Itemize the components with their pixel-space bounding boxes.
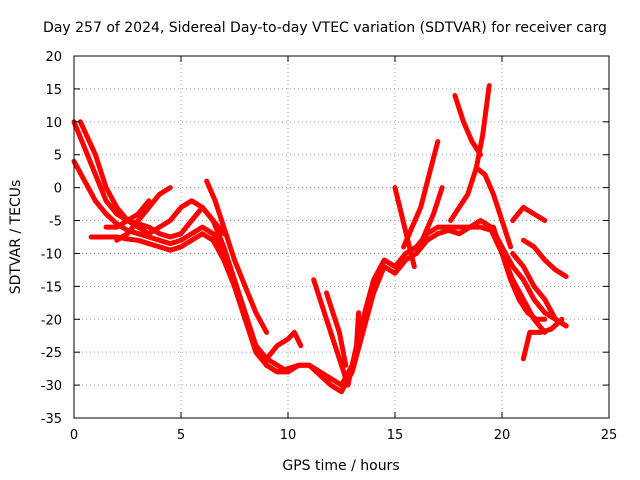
x-axis-label: GPS time / hours bbox=[282, 458, 399, 474]
plot-frame bbox=[73, 55, 610, 419]
x-tick-label: 20 bbox=[494, 428, 511, 443]
series-line-s15 bbox=[452, 93, 484, 158]
series-line-s18 bbox=[490, 224, 548, 322]
y-tick-label: 5 bbox=[54, 149, 62, 164]
axis-ticks: 0 5 10 15 20 25 -35 -30 -25 -20 -15 -10 -5 0 5 10 15 20 bbox=[41, 50, 618, 443]
y-tick-label: 20 bbox=[45, 50, 62, 65]
series-line-s10 bbox=[324, 290, 349, 368]
x-tick-label: 15 bbox=[387, 428, 404, 443]
y-tick-label: 15 bbox=[45, 83, 62, 98]
series-line-s2 bbox=[71, 158, 548, 395]
y-tick-label: 10 bbox=[45, 116, 62, 131]
grid bbox=[74, 56, 609, 418]
series-line-s5 bbox=[204, 178, 270, 335]
series-line-s20 bbox=[520, 316, 565, 362]
y-tick-label: -20 bbox=[41, 313, 62, 328]
y-tick-label: 0 bbox=[54, 182, 62, 197]
series-line-s21 bbox=[520, 237, 569, 279]
series-line-s4 bbox=[77, 119, 227, 237]
y-tick-label: -5 bbox=[49, 215, 62, 230]
chart-title: Day 257 of 2024, Sidereal Day-to-day VTE… bbox=[43, 20, 607, 36]
series-line-s14 bbox=[413, 185, 445, 256]
series-line-s11 bbox=[345, 310, 362, 388]
data-series bbox=[71, 83, 569, 395]
series-line-s12 bbox=[392, 185, 417, 270]
x-tick-label: 0 bbox=[70, 428, 78, 443]
series-line-s9 bbox=[311, 277, 349, 381]
y-axis-label: SDTVAR / TECUs bbox=[8, 180, 24, 295]
series-line-s19 bbox=[510, 204, 548, 223]
series-line-s13 bbox=[401, 139, 441, 250]
series-line-s8 bbox=[264, 329, 304, 362]
y-tick-label: -15 bbox=[41, 280, 62, 295]
x-tick-label: 25 bbox=[601, 428, 618, 443]
series-line-s22 bbox=[510, 251, 569, 329]
series-line-s6 bbox=[114, 185, 173, 243]
x-tick-label: 5 bbox=[177, 428, 185, 443]
series-line-s7 bbox=[103, 198, 152, 230]
series-line-s3 bbox=[88, 231, 291, 375]
y-tick-label: -10 bbox=[41, 247, 62, 262]
series-line-s16 bbox=[448, 83, 492, 223]
y-tick-label: -35 bbox=[41, 412, 62, 427]
series-line-s1 bbox=[71, 119, 569, 388]
series-line-s17 bbox=[473, 165, 514, 250]
y-tick-label: -25 bbox=[41, 346, 62, 361]
x-tick-label: 10 bbox=[280, 428, 297, 443]
y-tick-label: -30 bbox=[41, 379, 62, 394]
